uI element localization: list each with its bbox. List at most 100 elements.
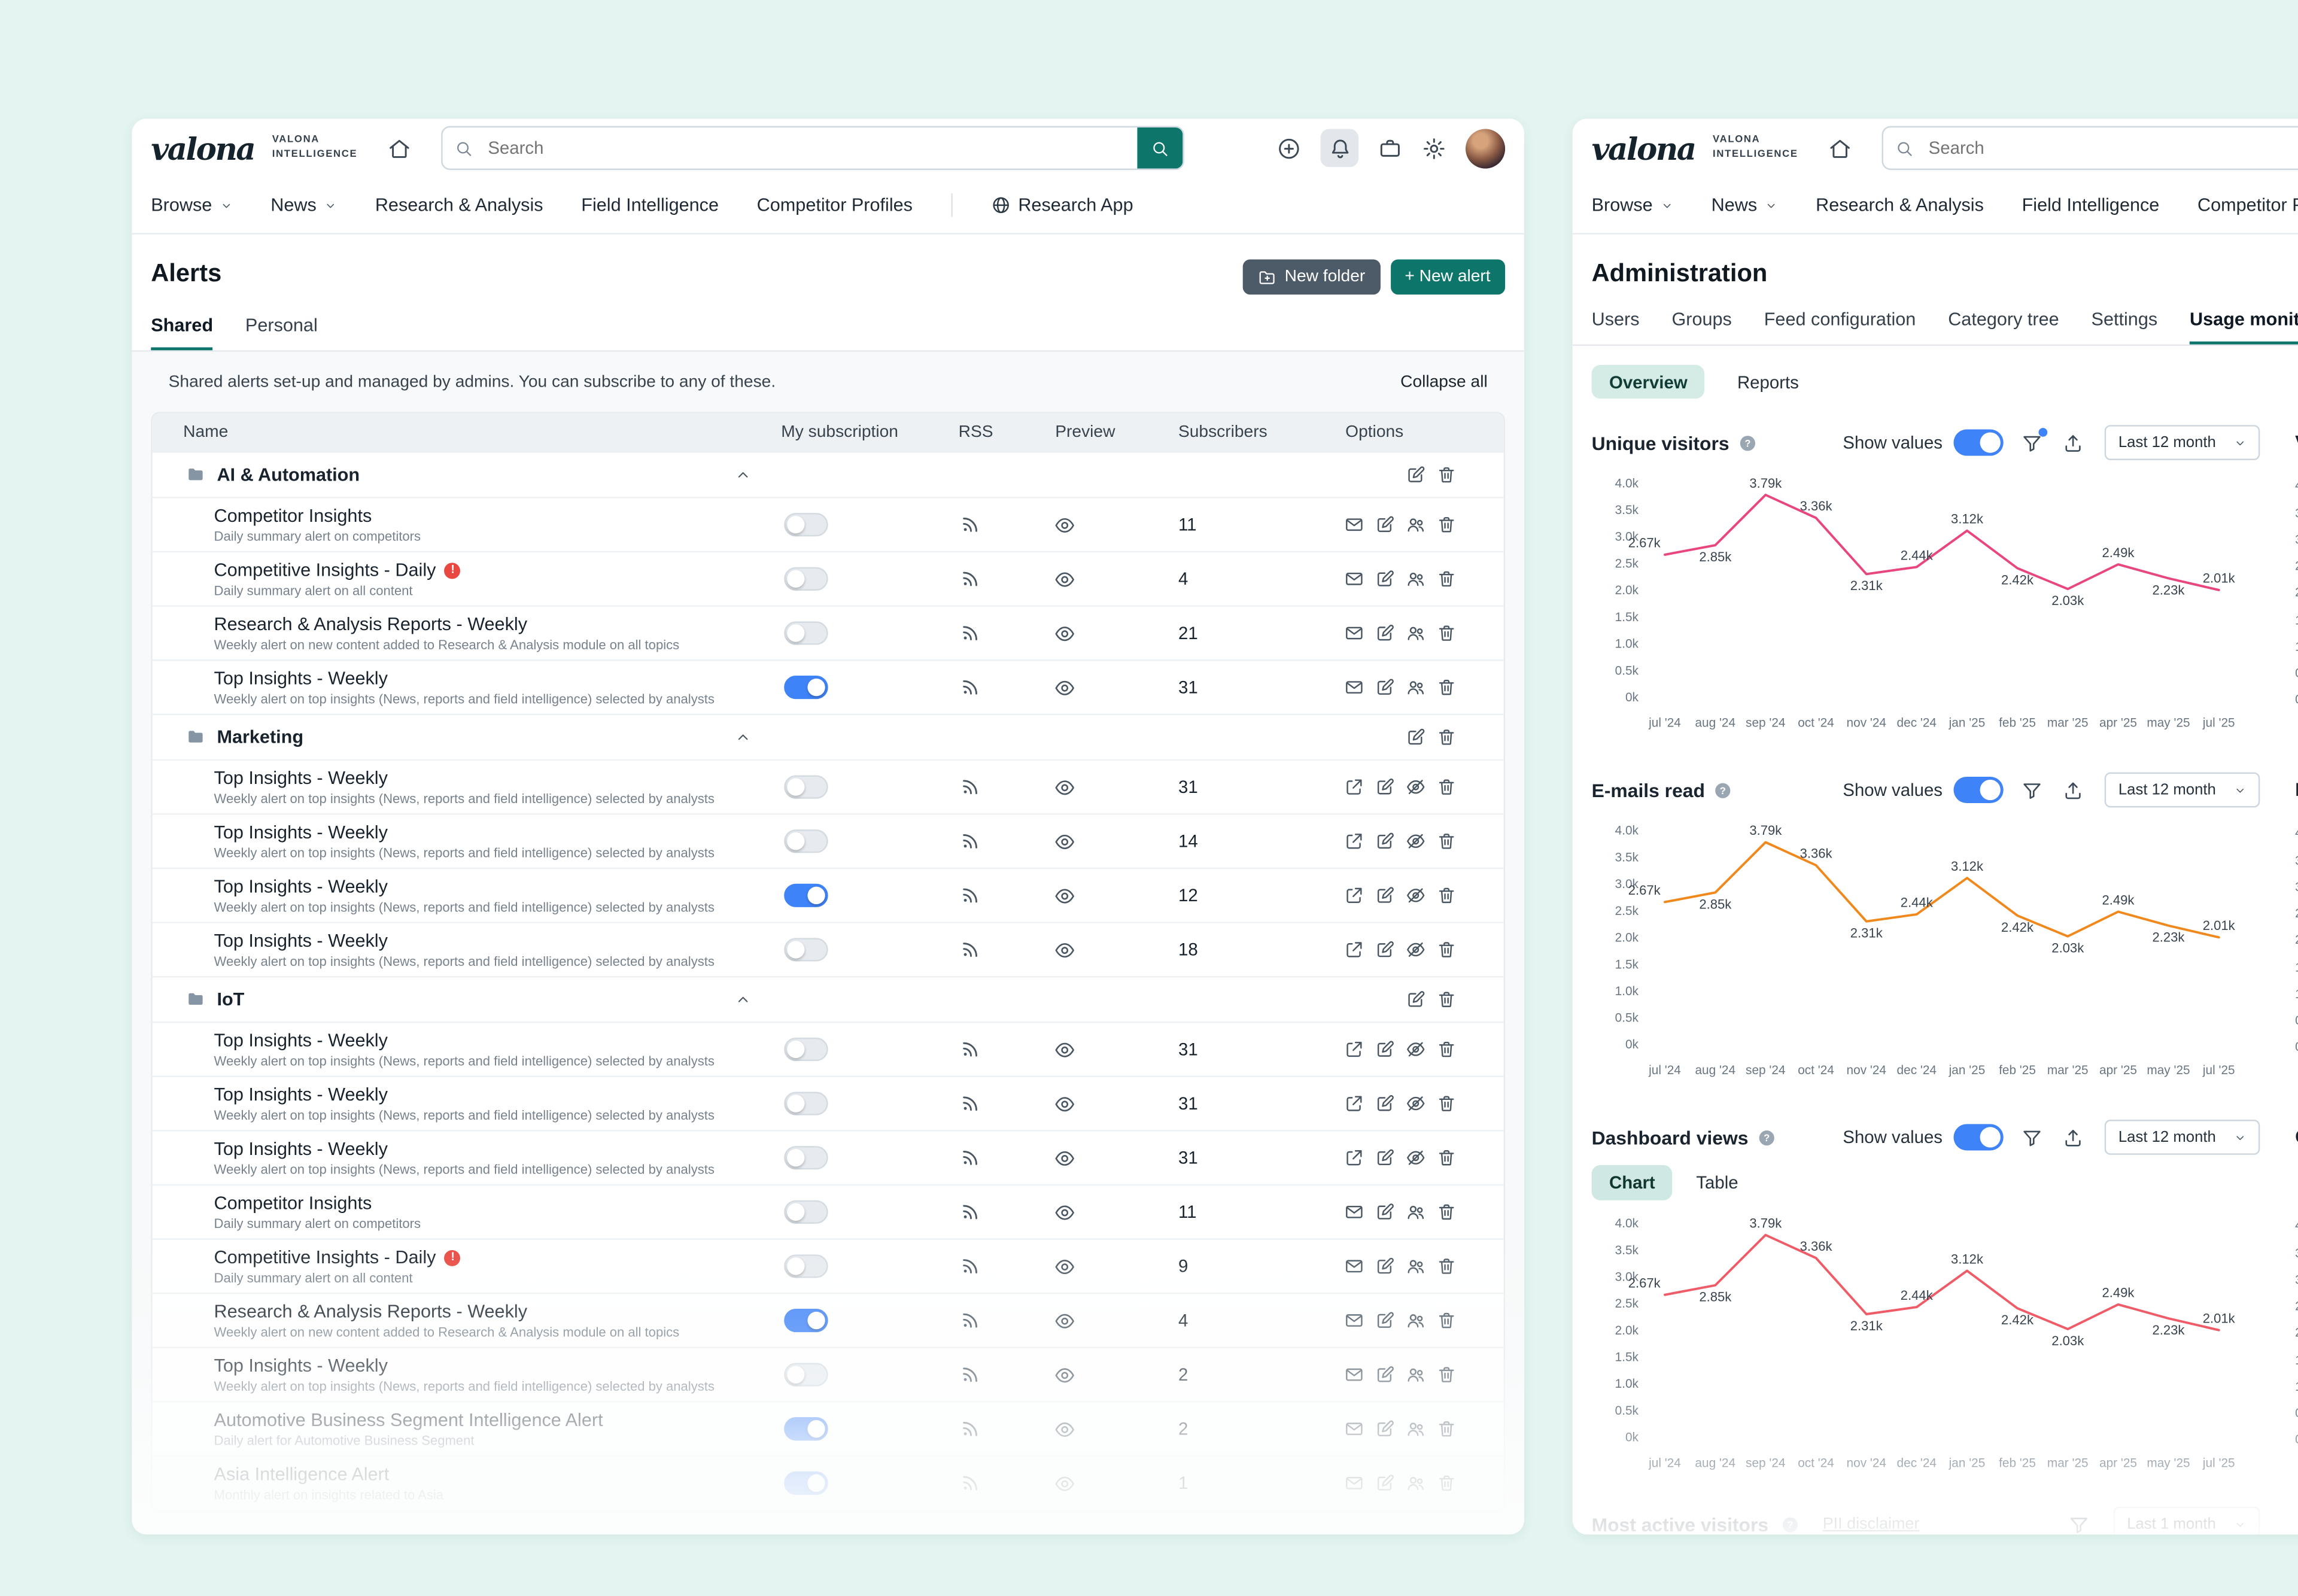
people-icon[interactable] <box>1406 1256 1426 1276</box>
notifications-button[interactable] <box>1320 129 1359 168</box>
external-icon[interactable] <box>1344 1039 1364 1059</box>
mail-icon[interactable] <box>1344 515 1364 535</box>
preview-icon[interactable] <box>1054 677 1076 699</box>
external-icon[interactable] <box>1344 1148 1364 1168</box>
rss-icon[interactable] <box>960 515 980 535</box>
home-icon[interactable] <box>387 136 412 161</box>
external-icon[interactable] <box>1344 831 1364 852</box>
preview-icon[interactable] <box>1054 1419 1076 1441</box>
trash-icon[interactable] <box>1436 727 1457 747</box>
search-input[interactable] <box>485 136 1138 160</box>
rss-icon[interactable] <box>960 569 980 589</box>
people-icon[interactable] <box>1406 1364 1426 1385</box>
people-icon[interactable] <box>1406 1473 1426 1493</box>
export-icon[interactable] <box>2063 432 2085 454</box>
menu-item-competitor-profiles[interactable]: Competitor Profiles <box>756 194 913 216</box>
edit-icon[interactable] <box>1406 989 1426 1010</box>
edit-icon[interactable] <box>1375 515 1395 535</box>
preview-icon[interactable] <box>1054 515 1076 537</box>
help-icon[interactable]: ? <box>1757 1128 1776 1147</box>
edit-icon[interactable] <box>1375 1364 1395 1385</box>
preview-icon[interactable] <box>1054 1202 1076 1224</box>
briefcase-icon[interactable] <box>1378 136 1403 161</box>
trash-icon[interactable] <box>1436 777 1457 797</box>
mail-icon[interactable] <box>1344 1202 1364 1222</box>
external-icon[interactable] <box>1344 940 1364 960</box>
external-icon[interactable] <box>1344 777 1364 797</box>
rss-icon[interactable] <box>960 1202 980 1222</box>
rss-icon[interactable] <box>960 885 980 905</box>
edit-icon[interactable] <box>1375 1202 1395 1222</box>
preview-icon[interactable] <box>1054 569 1076 591</box>
preview-icon[interactable] <box>1054 623 1076 645</box>
filter-icon[interactable] <box>2022 432 2044 454</box>
menu-item-research-analysis[interactable]: Research & Analysis <box>1816 194 1984 216</box>
search-button[interactable] <box>1137 127 1183 169</box>
pii-disclaimer-link[interactable]: PII disclaimer <box>1822 1516 1920 1534</box>
collapse-folder-icon[interactable] <box>734 728 752 746</box>
edit-icon[interactable] <box>1375 1256 1395 1276</box>
search-input[interactable] <box>1925 136 2298 160</box>
show-values-toggle[interactable] <box>1954 430 2004 457</box>
edit-icon[interactable] <box>1375 940 1395 960</box>
trash-icon[interactable] <box>1436 1310 1457 1330</box>
menu-item-browse[interactable]: Browse <box>1592 195 1673 215</box>
eye-off-icon[interactable] <box>1406 1148 1426 1168</box>
rss-icon[interactable] <box>960 1093 980 1114</box>
eye-off-icon[interactable] <box>1406 1093 1426 1114</box>
trash-icon[interactable] <box>1436 1148 1457 1168</box>
help-icon[interactable]: ? <box>1780 1515 1800 1534</box>
filter-icon[interactable] <box>2068 1514 2090 1535</box>
rss-icon[interactable] <box>960 1039 980 1059</box>
rss-icon[interactable] <box>960 777 980 797</box>
segment-chart-button[interactable]: Chart <box>1591 1165 1673 1201</box>
tab-shared[interactable]: Shared <box>151 315 214 351</box>
people-icon[interactable] <box>1406 569 1426 589</box>
subscription-toggle[interactable] <box>784 1417 828 1441</box>
edit-icon[interactable] <box>1375 569 1395 589</box>
edit-icon[interactable] <box>1375 1093 1395 1114</box>
tab-groups[interactable]: Groups <box>1671 309 1732 330</box>
eye-off-icon[interactable] <box>1406 1039 1426 1059</box>
add-icon[interactable] <box>1276 136 1302 161</box>
mail-icon[interactable] <box>1344 1310 1364 1330</box>
preview-icon[interactable] <box>1054 831 1076 853</box>
subtab-overview[interactable]: Overview <box>1591 365 1706 400</box>
trash-icon[interactable] <box>1436 885 1457 905</box>
tab-users[interactable]: Users <box>1591 309 1640 330</box>
edit-icon[interactable] <box>1375 623 1395 643</box>
user-avatar[interactable] <box>1465 128 1506 168</box>
menu-item-competitor-profiles[interactable]: Competitor Profiles <box>2197 194 2298 216</box>
tab-feed-configuration[interactable]: Feed configuration <box>1764 309 1916 330</box>
filter-icon[interactable] <box>2022 1127 2044 1149</box>
edit-icon[interactable] <box>1375 1148 1395 1168</box>
subscription-toggle[interactable] <box>784 1254 828 1278</box>
trash-icon[interactable] <box>1436 1256 1457 1276</box>
preview-icon[interactable] <box>1054 1256 1076 1278</box>
date-range-select[interactable]: Last 12 month <box>2105 425 2260 461</box>
subscription-toggle[interactable] <box>784 567 828 591</box>
preview-icon[interactable] <box>1054 1364 1076 1387</box>
subscription-toggle[interactable] <box>784 775 828 799</box>
mail-icon[interactable] <box>1344 1256 1364 1276</box>
subscription-toggle[interactable] <box>784 883 828 907</box>
trash-icon[interactable] <box>1436 1473 1457 1493</box>
rss-icon[interactable] <box>960 831 980 852</box>
mail-icon[interactable] <box>1344 623 1364 643</box>
edit-icon[interactable] <box>1375 1039 1395 1059</box>
tab-settings[interactable]: Settings <box>2091 309 2158 330</box>
subscription-toggle[interactable] <box>784 1471 828 1495</box>
help-icon[interactable]: ? <box>1738 434 1757 453</box>
subscription-toggle[interactable] <box>784 1200 828 1224</box>
edit-icon[interactable] <box>1406 464 1426 485</box>
eye-off-icon[interactable] <box>1406 777 1426 797</box>
new-folder-button[interactable]: New folder <box>1242 259 1380 295</box>
edit-icon[interactable] <box>1375 885 1395 905</box>
mail-icon[interactable] <box>1344 1364 1364 1385</box>
date-range-select[interactable]: Last 12 month <box>2105 1120 2260 1156</box>
menu-item-field-intelligence[interactable]: Field Intelligence <box>2022 194 2160 216</box>
subscription-toggle[interactable] <box>784 829 828 853</box>
rss-icon[interactable] <box>960 1310 980 1330</box>
rss-icon[interactable] <box>960 677 980 697</box>
menu-item-research-analysis[interactable]: Research & Analysis <box>375 194 543 216</box>
